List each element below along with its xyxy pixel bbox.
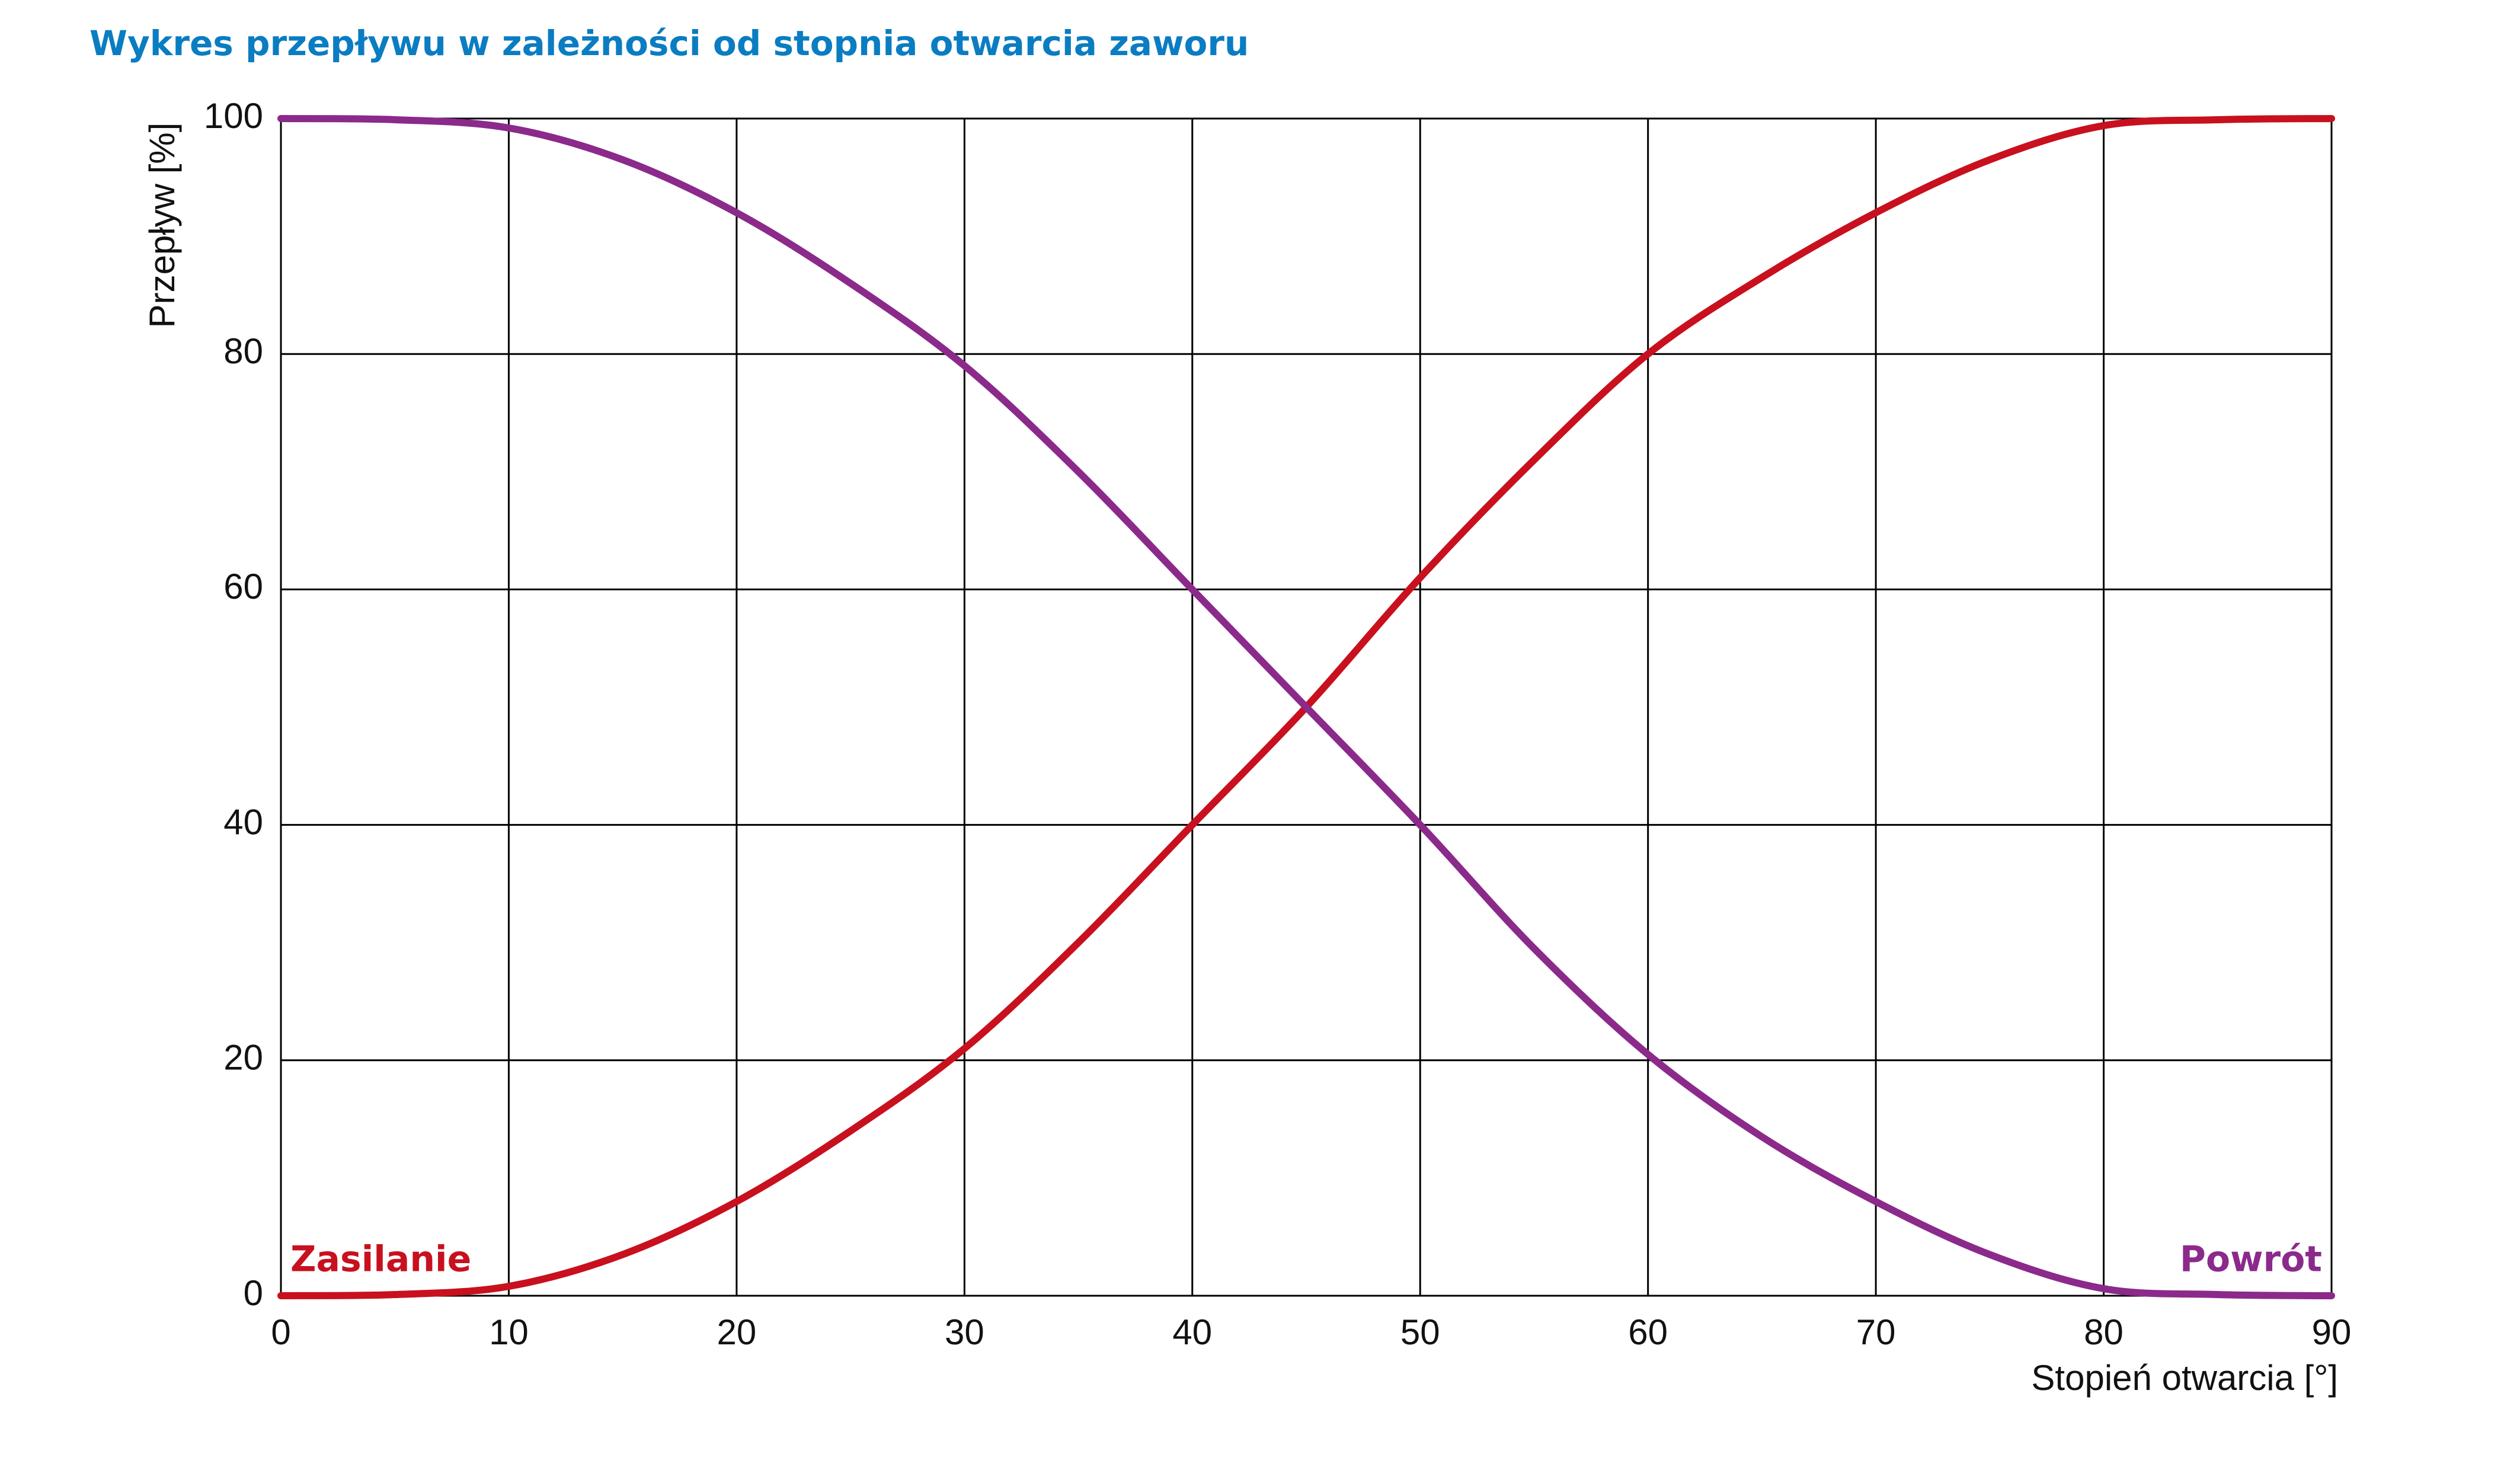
x-tick-label: 20	[717, 1312, 757, 1352]
legend-label: Powrót	[2180, 1239, 2322, 1280]
y-tick-label: 80	[223, 331, 263, 371]
legend-label: Zasilanie	[290, 1239, 471, 1280]
x-tick-label: 50	[1400, 1312, 1440, 1352]
y-tick-label: 60	[223, 567, 263, 606]
x-tick-label: 30	[945, 1312, 984, 1352]
x-axis-label: Stopień otwarcia [°]	[2031, 1358, 2338, 1398]
y-tick-label: 40	[223, 802, 263, 842]
chart-title: Wykres przepływu w zależności od stopnia…	[89, 23, 1249, 63]
x-tick-label: 10	[489, 1312, 529, 1352]
x-tick-label: 0	[271, 1312, 290, 1352]
series-line	[277, 115, 2335, 1299]
y-tick-label: 0	[244, 1273, 263, 1313]
y-axis-label: Przepływ [%]	[142, 123, 182, 328]
x-tick-label: 70	[1856, 1312, 1896, 1352]
x-tick-label: 60	[1628, 1312, 1668, 1352]
y-tick-label: 20	[223, 1038, 263, 1078]
x-tick-label: 80	[2084, 1312, 2124, 1352]
x-tick-label: 40	[1172, 1312, 1212, 1352]
x-tick-label: 90	[2312, 1312, 2352, 1352]
y-tick-label: 100	[204, 96, 263, 136]
